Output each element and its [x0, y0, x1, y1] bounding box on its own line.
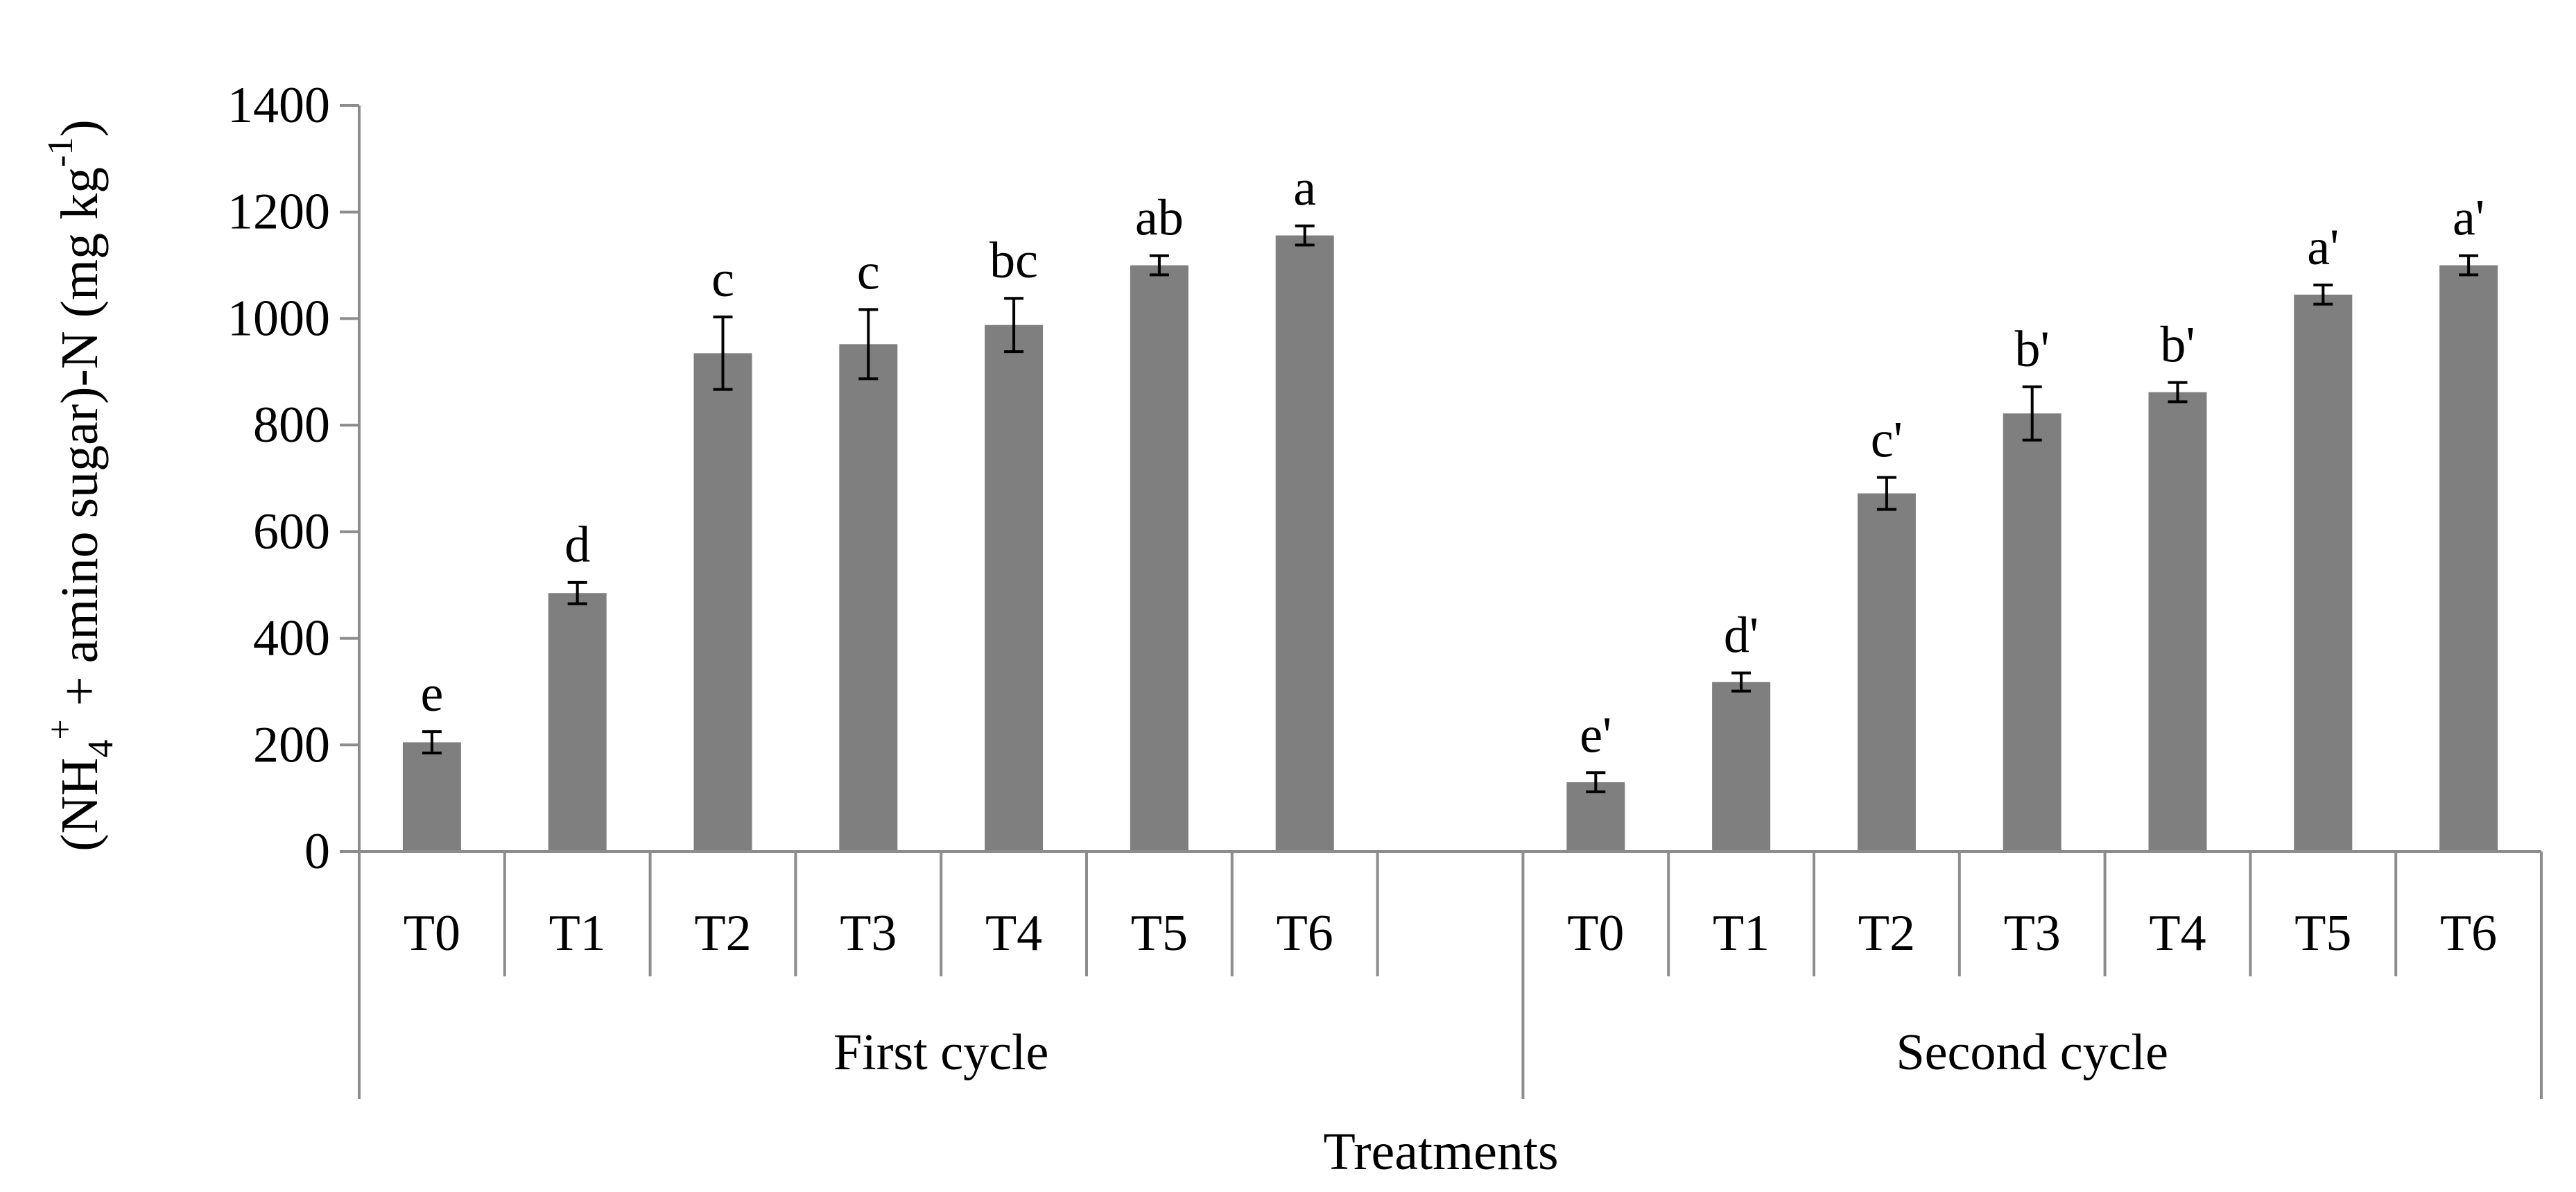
category-label: T2 [694, 905, 751, 962]
bar [2294, 294, 2353, 852]
category-label: T1 [1713, 905, 1770, 962]
bar [2148, 392, 2207, 852]
y-axis: 0 200 400 600 800 1000 1200 1400 [227, 77, 361, 880]
bar [1712, 682, 1771, 852]
y-axis-label-part-c: ) [51, 119, 109, 137]
bar [1275, 235, 1334, 852]
significance-letter: e' [1580, 707, 1611, 763]
bar [1857, 493, 1916, 852]
significance-letter: a' [2453, 190, 2484, 247]
significance-letter: a' [2307, 219, 2339, 276]
bar [2439, 265, 2498, 852]
category-label: T4 [985, 905, 1042, 962]
significance-letter: d [564, 517, 590, 573]
category-label: T3 [2004, 905, 2061, 962]
y-tick-label: 0 [304, 823, 330, 880]
category-label: T5 [2294, 905, 2351, 962]
significance-letter: c [711, 251, 734, 308]
y-tick-label: 800 [253, 397, 330, 454]
y-tick-label: 600 [253, 503, 330, 560]
y-axis-label-superscript-2: -1 [41, 137, 80, 167]
y-tick-label: 1200 [227, 184, 330, 241]
group-label: Second cycle [1896, 1024, 2168, 1081]
significance-letter: c [857, 243, 880, 300]
category-label: T3 [840, 905, 897, 962]
category-label: T4 [2149, 905, 2206, 962]
bar [2003, 413, 2061, 852]
y-tick-label: 1000 [227, 290, 330, 347]
bar [1566, 782, 1625, 852]
x-axis: T0 T1 T2 T3 T4 T5 T6 First cycle T0 T1 T2 T3 T4 T5 T6 S… [358, 850, 2543, 1099]
y-axis-label-subscript: 4 [81, 740, 121, 758]
category-label: T5 [1131, 905, 1188, 962]
y-axis-label-superscript: + [41, 719, 80, 739]
category-label: T1 [549, 905, 606, 962]
significance-letter: a [1293, 160, 1316, 217]
category-label: T0 [1567, 905, 1624, 962]
significance-letter: b' [2015, 321, 2050, 378]
bar [1130, 265, 1188, 852]
category-label: T0 [404, 905, 460, 962]
bar [839, 344, 898, 852]
bars-layer: e d c c bc ab a e' d' c' b' b' a' a' [402, 160, 2498, 852]
y-tick-label: 400 [253, 610, 330, 667]
significance-letter: c' [1871, 411, 1903, 468]
bar [985, 325, 1044, 852]
significance-letter: e [420, 666, 443, 723]
y-axis-label-part-a: (NH [51, 758, 109, 852]
bar [548, 593, 607, 852]
group-label: First cycle [833, 1024, 1048, 1081]
x-axis-label: Treatments [1323, 1123, 1558, 1181]
significance-letter: b' [2160, 317, 2195, 374]
y-axis-label-part-b: + amino sugar)-N (mg kg [51, 167, 109, 719]
bar [402, 742, 461, 852]
bar [693, 353, 752, 852]
y-tick-label: 1400 [227, 77, 330, 134]
y-axis-label: (NH4+ + amino sugar)-N (mg kg-1) [41, 119, 121, 851]
category-label: T2 [1858, 905, 1915, 962]
category-label: T6 [2440, 905, 2497, 962]
y-tick-label: 200 [253, 716, 330, 773]
significance-letter: d' [1724, 607, 1758, 664]
category-label: T6 [1277, 905, 1333, 962]
significance-letter: bc [989, 232, 1038, 289]
significance-letter: ab [1135, 190, 1184, 247]
